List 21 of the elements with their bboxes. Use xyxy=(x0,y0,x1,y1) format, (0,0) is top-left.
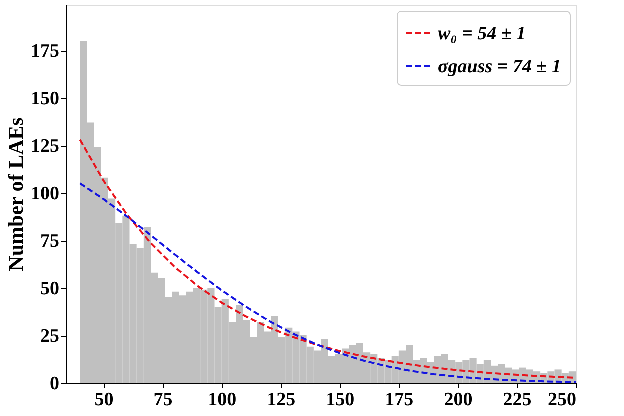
y-tick-label: 25 xyxy=(40,326,60,348)
x-tick-label: 200 xyxy=(444,390,473,410)
x-tick-label: 225 xyxy=(503,390,532,410)
x-tick-label: 50 xyxy=(94,390,114,410)
x-tick-label: 250 xyxy=(548,390,576,410)
y-tick-label: 100 xyxy=(31,184,60,205)
y-tick-label: 125 xyxy=(31,136,60,158)
y-axis-title: Number of LAEs xyxy=(4,118,28,272)
legend-label: σgauss = 74 ± 1 xyxy=(438,56,562,78)
x-tick-label: 100 xyxy=(208,390,237,410)
legend-label: w₀ = 54 ± 1 xyxy=(438,24,526,44)
x-tick-label: 125 xyxy=(267,390,296,410)
x-tick-label: 150 xyxy=(326,390,355,410)
y-tick-label: 175 xyxy=(31,41,60,62)
y-tick-label: 75 xyxy=(40,231,60,252)
y-tick-label: 0 xyxy=(50,374,60,394)
x-tick-label: 75 xyxy=(154,390,173,410)
y-tick-label: 50 xyxy=(40,278,60,300)
line-series xyxy=(79,182,577,384)
x-tick-label: 175 xyxy=(385,390,414,410)
y-tick-label: 150 xyxy=(31,88,60,110)
